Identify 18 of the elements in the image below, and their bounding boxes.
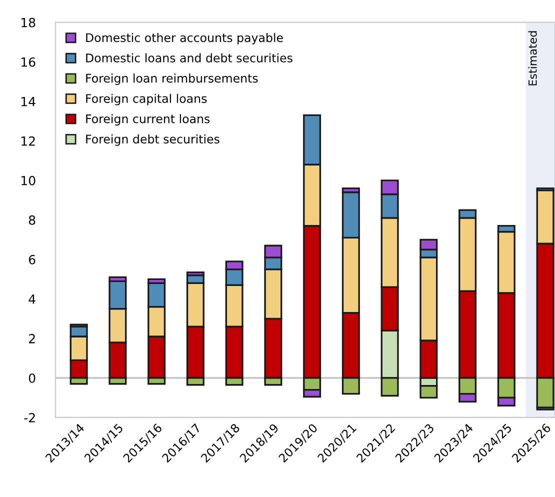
y-tick-label: 12 (22, 136, 35, 146)
y-tick-label: 18 (22, 18, 36, 28)
y-tick-label: 4 (28, 294, 36, 304)
y-tick-label: 8 (28, 215, 36, 225)
legend-label: Domestic other accounts payable (86, 32, 283, 44)
y-tick-label: 2 (29, 334, 35, 344)
y-tick-label: 10 (22, 176, 36, 186)
legend-label: Foreign current loans (86, 114, 210, 126)
y-tick-label: 16 (22, 57, 36, 67)
legend-label: Foreign capital loans (86, 94, 207, 106)
band-label: Estimated (528, 31, 537, 86)
legend-label: Foreign loan reimbursements (86, 74, 258, 85)
y-tick-label: -2 (24, 412, 35, 422)
legend-label: Foreign debt securities (86, 134, 220, 146)
y-tick-label: 14 (22, 97, 36, 106)
legend-label: Domestic loans and debt securities (86, 53, 292, 62)
y-tick-label: 6 (28, 254, 36, 264)
y-tick-label: 0 (28, 373, 36, 383)
